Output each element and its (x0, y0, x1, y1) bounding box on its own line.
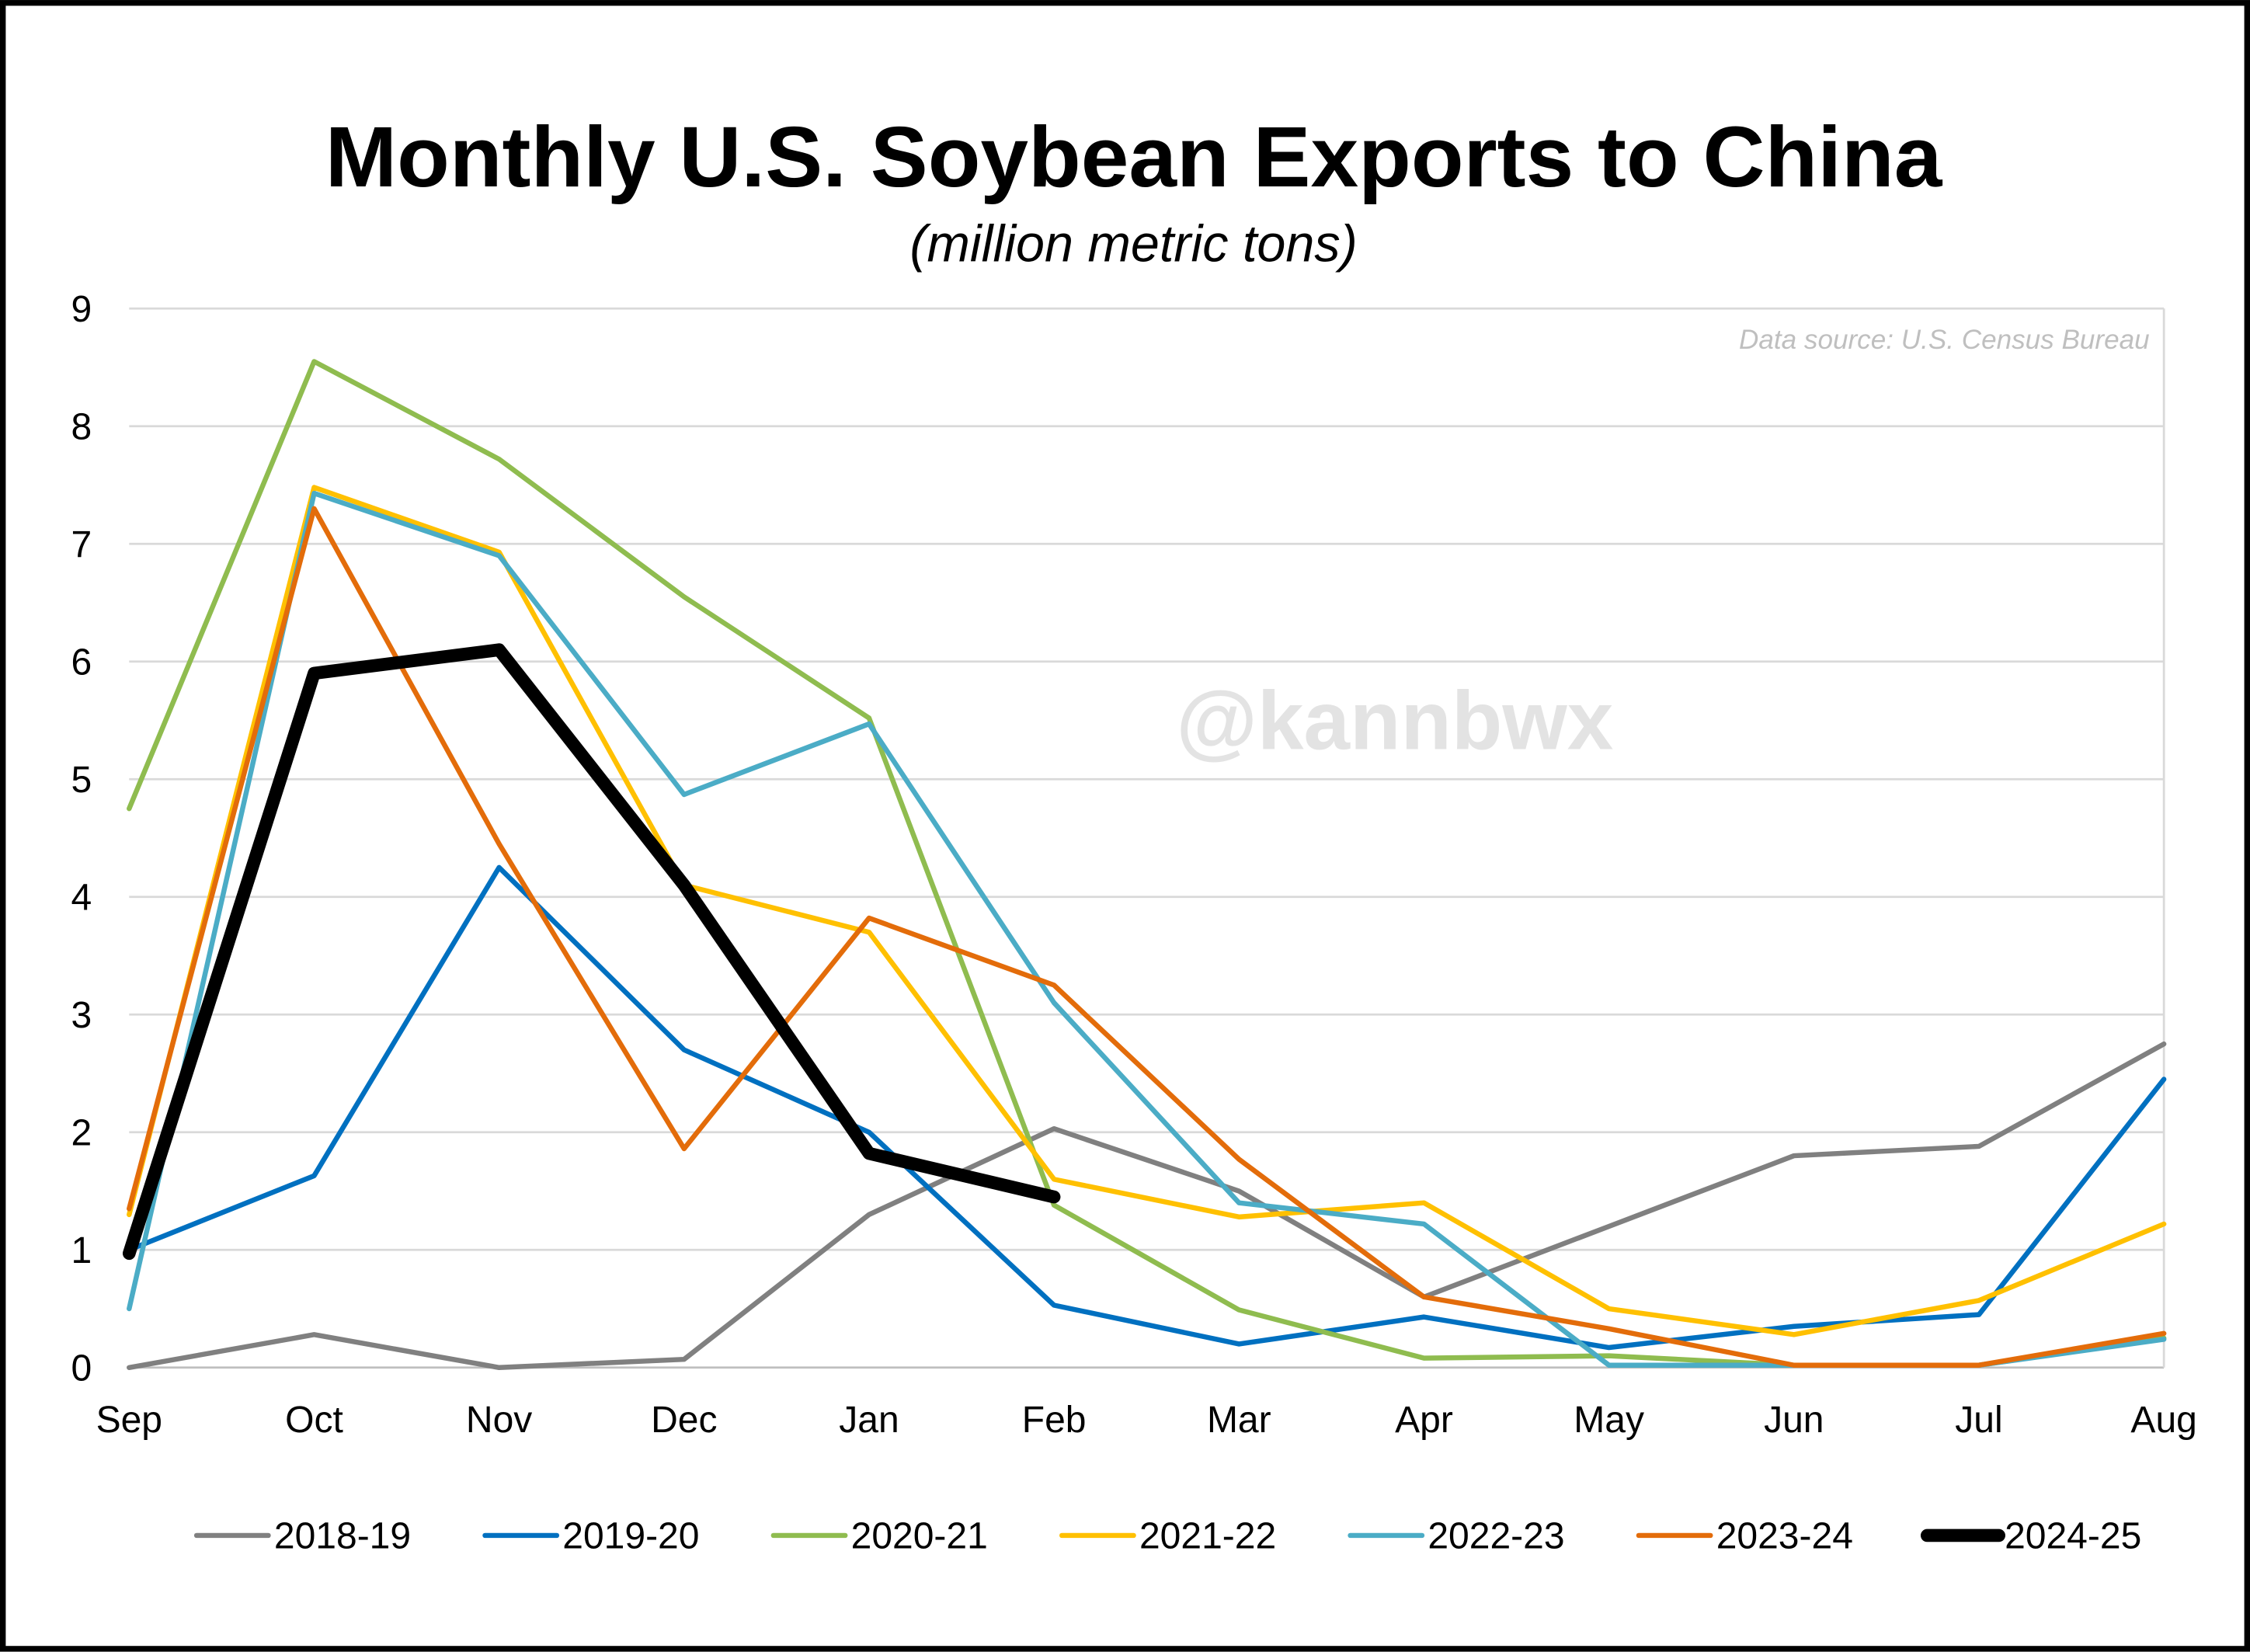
lines (122, 359, 2167, 1371)
y-tick-label: 8 (71, 406, 92, 447)
x-tick-label: Mar (1207, 1400, 1271, 1441)
series-line (127, 506, 2167, 1368)
x-tick-label: May (1574, 1400, 1644, 1441)
x-tick-label: Sep (96, 1400, 162, 1441)
y-tick-label: 2 (71, 1112, 92, 1153)
y-tick-label: 4 (71, 877, 92, 918)
series-line (127, 864, 2167, 1351)
legend-label: 2022-23 (1428, 1516, 1564, 1557)
x-tick-label: Apr (1395, 1400, 1453, 1441)
series-line (127, 485, 2167, 1337)
legend-label: 2021-22 (1139, 1516, 1276, 1557)
watermark: @kannbwx (1176, 673, 1613, 767)
chart-subtitle: (million metric tons) (909, 215, 1357, 273)
y-tick-label: 9 (71, 289, 92, 330)
legend-label: 2018-19 (274, 1516, 411, 1557)
series-line (127, 1041, 2167, 1371)
y-tick-label: 0 (71, 1348, 92, 1389)
y-tick-label: 6 (71, 642, 92, 683)
x-tick-label: Nov (466, 1400, 532, 1441)
y-tick-label: 5 (71, 760, 92, 801)
x-tick-label: Oct (285, 1400, 343, 1441)
legend-label: 2023-24 (1716, 1516, 1853, 1557)
x-tick-label: Jan (839, 1400, 899, 1441)
legend: 2018-19 2019-20 2020-21 2021-22 2022-23 2023-… (193, 1516, 2141, 1557)
source-note: Data source: U.S. Census Bureau (1739, 325, 2150, 355)
legend-label: 2024-25 (2005, 1516, 2141, 1557)
y-tick-label: 3 (71, 995, 92, 1036)
chart-title: Monthly U.S. Soybean Exports to China (325, 110, 1943, 205)
y-tick-label: 7 (71, 524, 92, 565)
x-tick-label: Jun (1764, 1400, 1824, 1441)
x-tick-label: Jul (1955, 1400, 2002, 1441)
series-line (122, 643, 1061, 1261)
y-tick-label: 1 (71, 1230, 92, 1271)
x-tick-label: Dec (651, 1400, 717, 1441)
legend-label: 2020-21 (851, 1516, 988, 1557)
x-tick-label: Feb (1022, 1400, 1087, 1441)
x-tick-label: Aug (2130, 1400, 2196, 1441)
legend-label: 2019-20 (562, 1516, 699, 1557)
